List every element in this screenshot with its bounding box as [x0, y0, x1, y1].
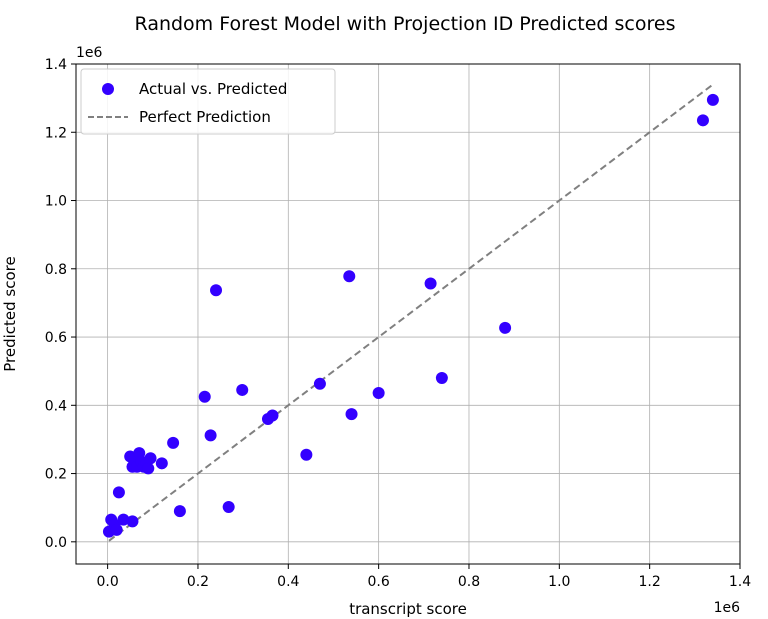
data-point [706, 93, 719, 106]
x-offset-label: 1e6 [714, 600, 741, 616]
x-tick-label: 1.0 [548, 574, 570, 590]
x-axis-ticks: 0.0 0.2 0.4 0.6 0.8 1.0 1.2 1.4 [96, 564, 751, 590]
data-point [110, 523, 123, 536]
data-point [372, 387, 385, 400]
perfect-prediction-layer [108, 83, 714, 542]
x-tick-label: 1.4 [729, 574, 751, 590]
x-tick-label: 0.2 [187, 574, 209, 590]
data-point [313, 377, 326, 390]
x-tick-label: 0.8 [458, 574, 480, 590]
data-point [117, 513, 130, 526]
data-point [173, 505, 186, 518]
x-axis-label: transcript score [349, 600, 467, 618]
data-point [112, 486, 125, 499]
y-tick-label: 0.6 [45, 330, 67, 346]
data-point [266, 409, 279, 422]
legend-label-actual: Actual vs. Predicted [139, 80, 287, 98]
data-point [300, 448, 313, 461]
legend-marker-scatter [102, 83, 114, 95]
y-axis-label: Predicted score [1, 256, 19, 372]
y-tick-label: 0.8 [45, 262, 67, 278]
x-tick-label: 0.0 [96, 574, 118, 590]
x-tick-label: 0.4 [277, 574, 299, 590]
data-point [142, 462, 155, 475]
data-point [345, 408, 358, 421]
data-point [343, 270, 356, 283]
legend-box [80, 68, 336, 135]
data-point [222, 501, 235, 514]
legend: Actual vs. Predicted Perfect Prediction [80, 68, 336, 135]
y-tick-label: 1.2 [45, 125, 67, 141]
data-point [167, 436, 180, 449]
y-tick-label: 0.2 [45, 467, 67, 483]
y-offset-label: 1e6 [76, 45, 103, 61]
data-point [435, 371, 448, 384]
perfect-prediction-line [108, 83, 714, 542]
legend-label-perfect: Perfect Prediction [139, 108, 271, 126]
data-point [126, 515, 139, 528]
x-tick-label: 1.2 [639, 574, 661, 590]
data-point [155, 457, 168, 470]
grid [76, 63, 741, 564]
data-point [204, 429, 217, 442]
data-point [499, 321, 512, 334]
x-tick-label: 0.6 [368, 574, 390, 590]
data-point [210, 284, 223, 297]
data-point [696, 114, 709, 127]
y-tick-label: 0.0 [45, 535, 67, 551]
y-tick-label: 1.0 [45, 194, 67, 210]
data-point [236, 383, 249, 396]
data-point [198, 390, 211, 403]
plot-frame [75, 63, 741, 565]
y-axis-ticks: 0.0 0.2 0.4 0.6 0.8 1.0 1.2 1.4 [45, 57, 76, 551]
y-tick-label: 1.4 [45, 57, 67, 73]
data-point [424, 277, 437, 290]
data-point [144, 452, 157, 465]
y-tick-label: 0.4 [45, 398, 67, 414]
scatter-points-layer [102, 93, 719, 538]
chart-title: Random Forest Model with Projection ID P… [135, 13, 676, 35]
